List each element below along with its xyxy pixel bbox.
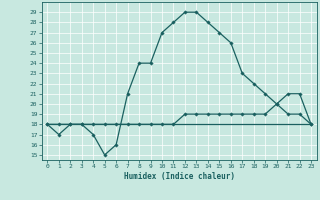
X-axis label: Humidex (Indice chaleur): Humidex (Indice chaleur) xyxy=(124,172,235,181)
